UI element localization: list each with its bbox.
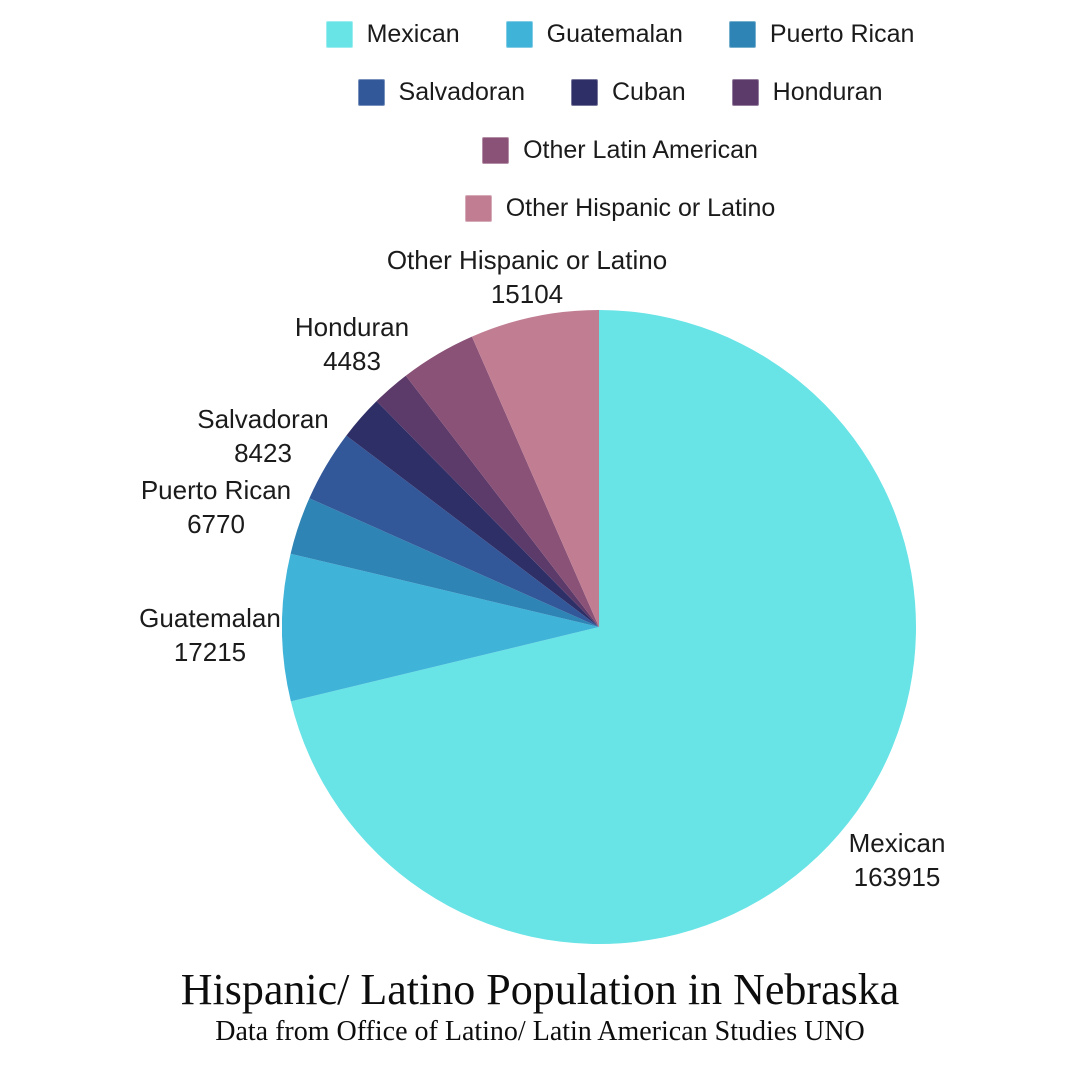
legend-label: Mexican xyxy=(366,20,460,48)
pie-slice-cuban xyxy=(346,401,599,627)
legend-item-puerto-rican: Puerto Rican xyxy=(728,20,915,48)
slice-label-name: Other Hispanic or Latino xyxy=(386,245,668,275)
legend-item-honduran: Honduran xyxy=(731,78,883,106)
slice-label-name: Honduran xyxy=(294,312,410,342)
legend-swatch-mexican xyxy=(325,20,353,48)
legend-item-cuban: Cuban xyxy=(571,78,686,106)
legend-item-other-hispanic-or-latino: Other Hispanic or Latino xyxy=(464,194,776,222)
legend-label: Honduran xyxy=(772,78,883,106)
slice-label-guatemalan: Guatemalan 17215 xyxy=(139,601,281,669)
slice-label-honduran: Honduran 4483 xyxy=(295,310,409,378)
slice-label-value: 163915 xyxy=(853,862,941,892)
legend-swatch-honduran xyxy=(731,78,759,106)
legend-swatch-guatemalan xyxy=(505,20,533,48)
legend-swatch-salvadoran xyxy=(357,78,385,106)
slice-label-value: 17215 xyxy=(173,637,247,667)
legend-label: Guatemalan xyxy=(546,20,683,48)
pie-slice-other-latin-american xyxy=(405,336,599,627)
slice-label-value: 4483 xyxy=(323,346,381,376)
legend-swatch-other-latin-american xyxy=(482,136,510,164)
legend-row-2: Salvadoran Cuban Honduran xyxy=(150,78,1080,106)
legend-item-other-latin-american: Other Latin American xyxy=(482,136,758,164)
legend-label: Salvadoran xyxy=(398,78,525,106)
chart-title: Hispanic/ Latino Population in Nebraska xyxy=(180,965,900,1014)
legend-label: Cuban xyxy=(612,78,686,106)
pie-slice-salvadoran xyxy=(309,435,599,627)
slice-label-salvadoran: Salvadoran 8423 xyxy=(197,402,329,470)
legend-item-guatemalan: Guatemalan xyxy=(505,20,683,48)
slice-label-name: Guatemalan xyxy=(139,603,281,633)
legend-row-4: Other Hispanic or Latino xyxy=(150,194,1080,222)
pie-slice-puerto-rican xyxy=(290,498,599,627)
legend-item-salvadoran: Salvadoran xyxy=(357,78,525,106)
legend-swatch-other-hispanic-or-latino xyxy=(464,194,492,222)
slice-label-mexican: Mexican 163915 xyxy=(849,826,946,894)
slice-label-value: 8423 xyxy=(234,438,292,468)
slice-label-value: 6770 xyxy=(187,509,245,539)
legend-item-mexican: Mexican xyxy=(325,20,460,48)
slice-label-other-hispanic-or-latino: Other Hispanic or Latino 15104 xyxy=(387,243,667,311)
legend-label: Puerto Rican xyxy=(769,20,915,48)
pie-chart xyxy=(282,310,916,944)
legend-row-3: Other Latin American xyxy=(150,136,1080,164)
legend-label: Other Hispanic or Latino xyxy=(505,194,776,222)
slice-label-name: Salvadoran xyxy=(197,404,329,434)
slice-label-name: Puerto Rican xyxy=(140,475,292,505)
legend-swatch-cuban xyxy=(571,78,598,106)
legend-row-1: Mexican Guatemalan Puerto Rican xyxy=(150,20,1080,48)
slice-label-puerto-rican: Puerto Rican 6770 xyxy=(141,473,291,541)
slice-label-value: 15104 xyxy=(490,279,564,309)
pie-slice-mexican xyxy=(290,310,916,944)
pie-slice-honduran xyxy=(376,375,599,627)
legend-label: Other Latin American xyxy=(523,136,758,164)
legend: Mexican Guatemalan Puerto Rican Salvador… xyxy=(150,20,1080,222)
chart-subtitle: Data from Office of Latino/ Latin Americ… xyxy=(215,1016,865,1047)
legend-swatch-puerto-rican xyxy=(728,20,756,48)
pie-chart-container xyxy=(282,310,916,944)
slice-label-name: Mexican xyxy=(848,828,946,858)
pie-slice-other-hispanic-or-latino xyxy=(471,310,599,627)
pie-slice-guatemalan xyxy=(282,553,599,702)
